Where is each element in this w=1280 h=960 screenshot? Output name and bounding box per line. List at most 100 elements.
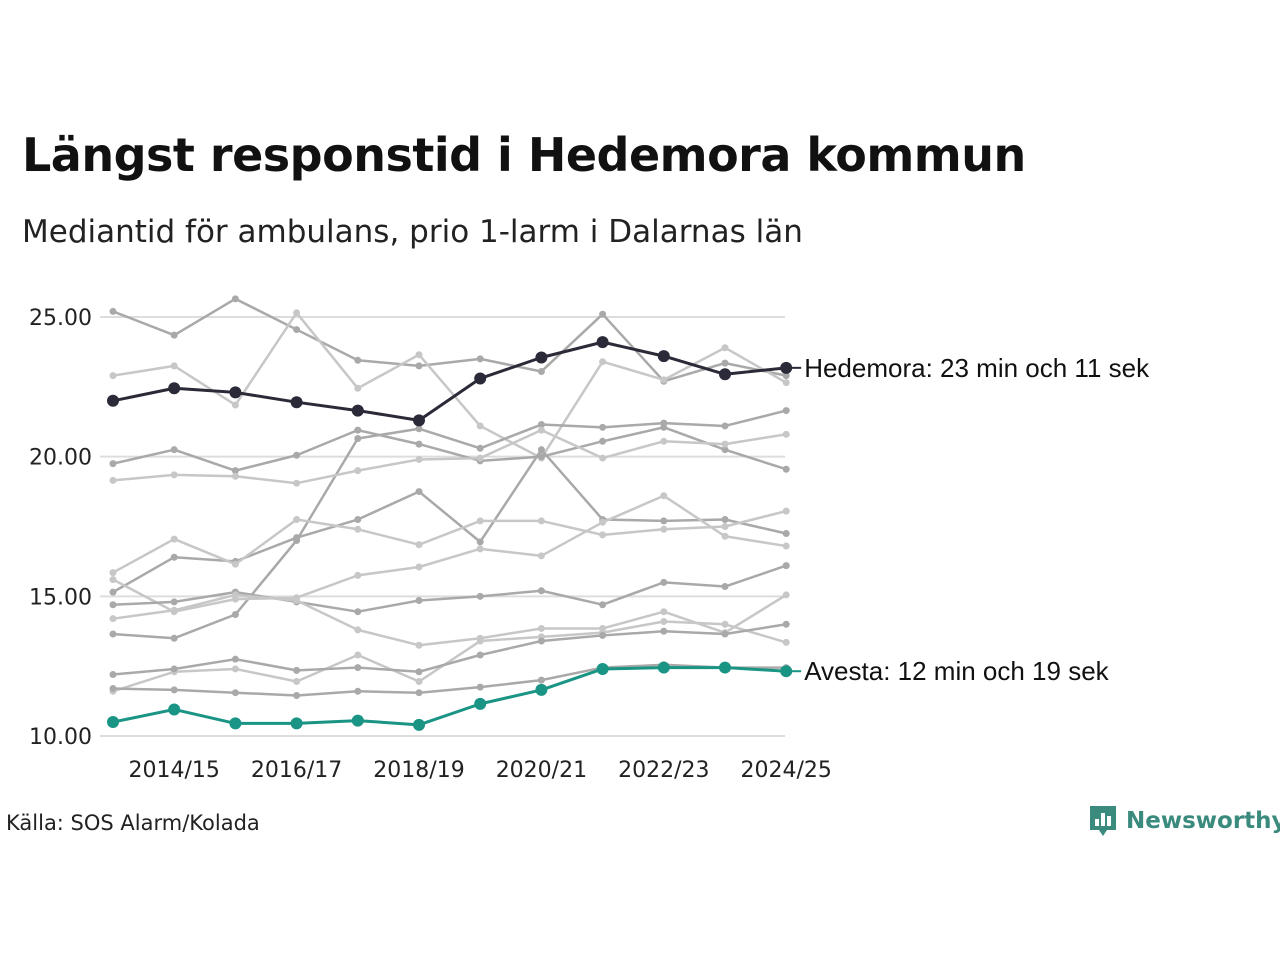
background-series-point: [415, 362, 423, 370]
end-labels: Hedemora: 23 min och 11 sek Avesta: 12 mi…: [786, 353, 1150, 686]
background-series-point: [170, 471, 178, 479]
background-series-line: [112, 593, 787, 647]
background-series-point: [782, 372, 790, 380]
brand-name: Newsworthy: [1126, 808, 1280, 834]
background-series-point: [109, 601, 117, 609]
background-series-point: [415, 678, 423, 686]
background-series-point: [782, 407, 790, 415]
background-series-point: [231, 560, 239, 568]
background-series-point: [170, 665, 178, 673]
hedemora-series-point: [596, 336, 609, 349]
background-series-point: [415, 597, 423, 605]
background-series-point: [354, 516, 362, 524]
avesta-series-point: [168, 703, 181, 716]
background-series-point: [170, 606, 178, 614]
background-series-point: [354, 687, 362, 695]
background-series-line: [112, 564, 787, 613]
background-series-point: [415, 541, 423, 549]
background-series-point: [354, 435, 362, 443]
background-series-point: [537, 421, 545, 429]
background-series-point: [293, 678, 301, 686]
avesta-series-point: [229, 717, 242, 730]
background-series-line: [112, 494, 787, 613]
background-series-point: [721, 583, 729, 591]
x-tick-label: 2022/23: [618, 758, 709, 783]
background-series-point: [660, 376, 668, 384]
avesta-end-label: Avesta: 12 min och 19 sek: [804, 656, 1109, 686]
background-series-point: [354, 626, 362, 634]
background-series-point: [599, 358, 607, 366]
background-series-point: [599, 531, 607, 539]
y-tick-label: 20.00: [29, 446, 92, 471]
background-series-point: [170, 598, 178, 606]
background-series-point: [537, 446, 545, 454]
chart-title: Längst responstid i Hedemora kommun: [22, 128, 1026, 182]
background-series-point: [782, 542, 790, 550]
background-series-point: [782, 562, 790, 570]
background-series-point: [721, 359, 729, 367]
background-series-line: [112, 426, 787, 472]
hedemora-series-point: [168, 382, 181, 395]
x-tick-label: 2014/15: [128, 758, 219, 783]
background-series-point: [721, 344, 729, 352]
background-series-point: [537, 587, 545, 595]
background-series-point: [476, 454, 484, 462]
y-tick-label: 25.00: [29, 306, 92, 331]
hedemora-series-point: [474, 372, 487, 385]
x-axis-labels: 2014/15 2016/17 2018/19 2020/21 2022/23 2024/…: [128, 758, 831, 783]
background-series-point: [599, 310, 607, 318]
background-series-line: [112, 509, 787, 574]
hedemora-series-point: [719, 368, 731, 381]
background-series-point: [170, 535, 178, 543]
background-series-point: [476, 422, 484, 430]
background-series-point: [537, 367, 545, 375]
background-series-point: [293, 516, 301, 524]
background-series-point: [476, 592, 484, 600]
background-series-point: [476, 545, 484, 553]
background-series-point: [231, 689, 239, 697]
background-series-point: [476, 355, 484, 363]
background-series-point: [354, 525, 362, 533]
background-series-point: [170, 553, 178, 561]
background-series-point: [476, 637, 484, 645]
background-series-point: [293, 479, 301, 487]
background-series-line: [112, 448, 787, 594]
background-series-point: [231, 610, 239, 618]
background-series-point: [293, 326, 301, 334]
background-series-point: [599, 518, 607, 526]
background-series-point: [415, 641, 423, 649]
background-series-point: [660, 608, 668, 616]
background-series-point: [415, 440, 423, 448]
chart-subtitle: Mediantid för ambulans, prio 1-larm i Da…: [22, 214, 803, 250]
background-series-point: [231, 472, 239, 480]
background-series-point: [354, 608, 362, 616]
background-series-point: [660, 578, 668, 586]
background-series-point: [354, 356, 362, 364]
hedemora-series-point: [657, 350, 670, 363]
background-series-point: [476, 517, 484, 525]
background-series-point: [109, 630, 117, 638]
background-series-point: [293, 597, 301, 605]
background-series-point: [476, 538, 484, 546]
background-series-point: [231, 295, 239, 303]
background-series-point: [721, 523, 729, 530]
avesta-series-point: [107, 716, 119, 729]
background-series-line: [112, 623, 787, 676]
avesta-series-point: [657, 661, 670, 674]
background-series-point: [415, 455, 423, 463]
line-chart: 10.00 15.00 20.00 25.00 2014/15 2016/17 2018/…: [29, 295, 1150, 783]
background-series-point: [415, 351, 423, 359]
background-series-point: [537, 552, 545, 560]
hedemora-series-line: [112, 340, 787, 422]
background-series-point: [109, 576, 117, 584]
avesta-series-point: [596, 662, 609, 675]
background-series-point: [231, 467, 239, 475]
background-series-point: [354, 651, 362, 659]
background-series-point: [231, 655, 239, 663]
background-series-point: [109, 460, 117, 468]
source-note: Källa: SOS Alarm/Kolada: [6, 811, 260, 835]
y-tick-label: 15.00: [29, 585, 92, 610]
background-series-point: [782, 529, 790, 537]
background-series-point: [782, 638, 790, 646]
hedemora-series-point: [290, 396, 303, 409]
